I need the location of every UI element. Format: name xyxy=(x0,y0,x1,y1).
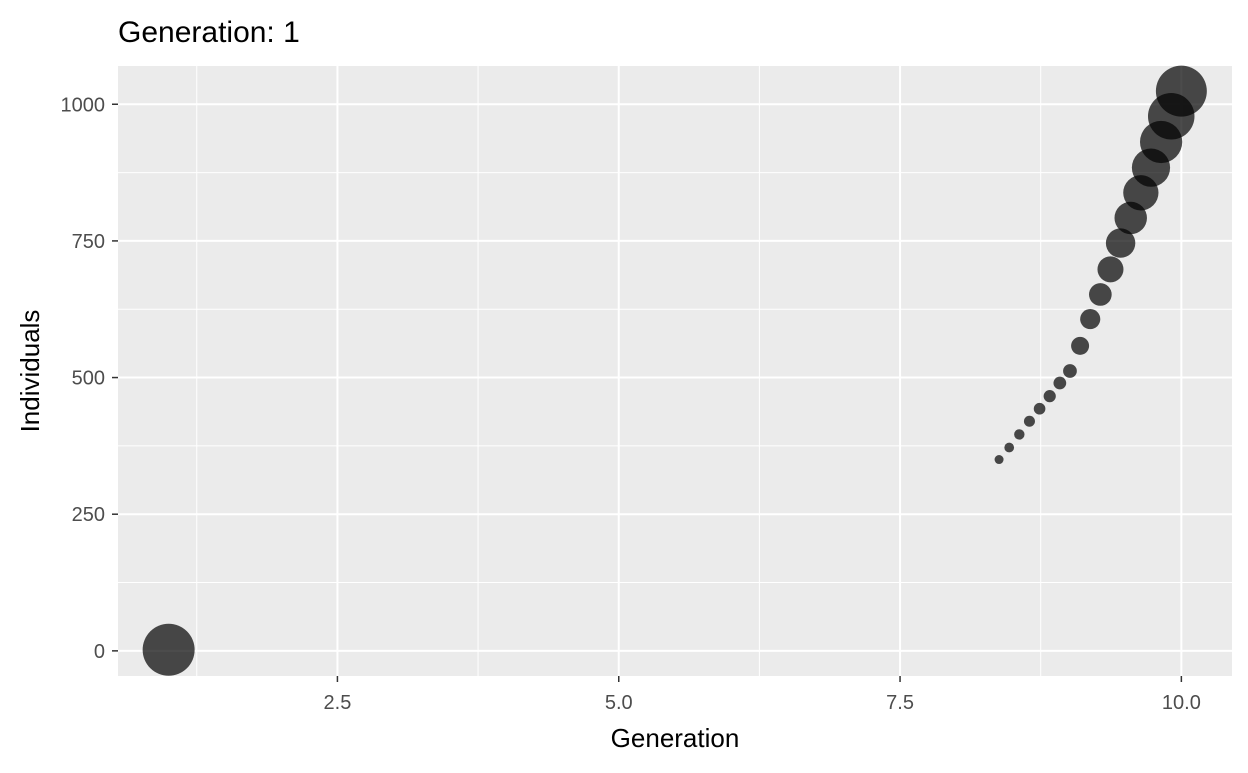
data-point xyxy=(994,455,1004,465)
y-tick-label: 500 xyxy=(72,368,105,390)
data-point xyxy=(1023,415,1035,427)
data-point xyxy=(142,623,195,676)
y-axis-title: Individuals xyxy=(15,310,45,433)
y-tick-label: 750 xyxy=(72,231,105,253)
x-tick-label: 10.0 xyxy=(1162,692,1201,714)
y-tick-label: 250 xyxy=(72,504,105,526)
data-points xyxy=(142,65,1207,676)
data-point xyxy=(1053,376,1067,390)
major-gridlines xyxy=(118,66,1232,676)
chart-title: Generation: 1 xyxy=(118,16,300,49)
data-point xyxy=(1080,309,1101,330)
data-point xyxy=(1043,390,1056,403)
y-tick-label: 0 xyxy=(94,641,105,663)
data-point xyxy=(1105,228,1136,258)
x-tick-label: 5.0 xyxy=(605,692,633,714)
plot-panel xyxy=(118,66,1232,676)
x-axis-ticks: 2.5 5.0 7.5 10.0 xyxy=(324,676,1201,714)
y-tick-label: 1000 xyxy=(61,94,106,116)
data-point xyxy=(1097,256,1124,283)
x-tick-label: 2.5 xyxy=(324,692,352,714)
data-point xyxy=(1063,364,1077,378)
data-point xyxy=(1071,336,1090,355)
minor-gridlines xyxy=(118,66,1232,676)
data-point xyxy=(1004,442,1015,453)
y-axis-ticks: 0 250 500 750 1000 xyxy=(61,94,118,663)
data-point xyxy=(1014,429,1025,440)
data-point xyxy=(1155,65,1207,117)
data-point xyxy=(1033,402,1046,415)
x-tick-label: 7.5 xyxy=(886,692,914,714)
data-point xyxy=(1089,283,1112,306)
x-axis-title: Generation xyxy=(611,723,740,753)
